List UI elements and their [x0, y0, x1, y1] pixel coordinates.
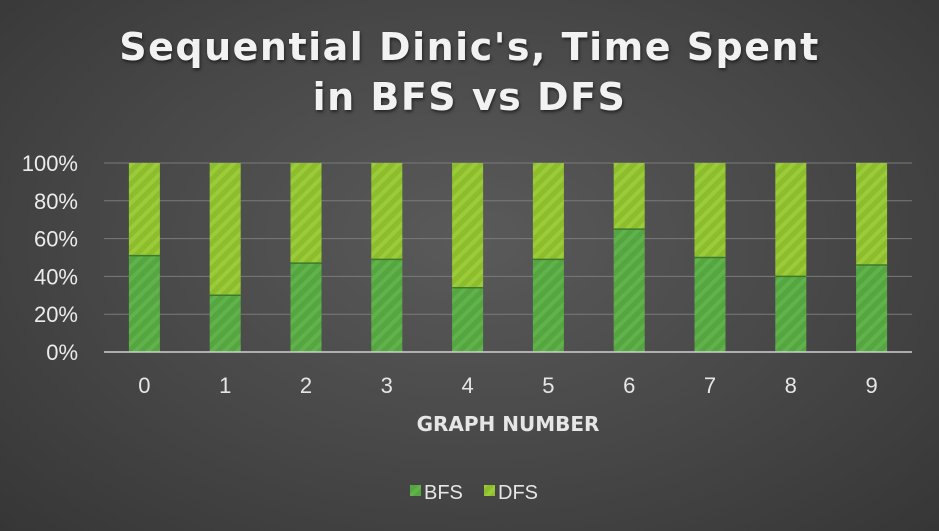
bar-bfs-1 — [209, 295, 241, 352]
x-tick-label: 9 — [865, 373, 877, 398]
legend-swatch-bfs — [410, 485, 421, 496]
x-tick-label: 5 — [542, 373, 554, 398]
y-axis-ticks: 0% 20% 40% 60% 80% 100% — [22, 151, 78, 365]
legend-label-bfs: BFS — [424, 482, 463, 504]
bar-bfs-9 — [856, 265, 888, 352]
legend-swatch-dfs — [484, 485, 495, 496]
y-tick-label: 0% — [46, 340, 78, 365]
bar-dfs-5 — [532, 163, 564, 260]
bar-dfs-4 — [452, 163, 484, 288]
bar-dfs-6 — [613, 163, 645, 230]
bar-bfs-8 — [775, 276, 807, 352]
x-tick-label: 0 — [138, 373, 150, 398]
bar-dfs-3 — [371, 163, 403, 260]
bars — [128, 163, 888, 352]
x-tick-label: 7 — [704, 373, 716, 398]
y-tick-label: 80% — [34, 189, 78, 214]
y-tick-label: 100% — [22, 151, 78, 176]
x-tick-label: 3 — [381, 373, 393, 398]
legend: BFS DFS — [410, 482, 538, 504]
bar-bfs-2 — [290, 263, 322, 352]
bar-bfs-0 — [128, 255, 160, 352]
legend-label-dfs: DFS — [498, 482, 538, 504]
bar-dfs-1 — [209, 163, 241, 296]
bar-bfs-6 — [613, 229, 645, 352]
bar-dfs-0 — [128, 163, 160, 256]
bar-dfs-9 — [856, 163, 888, 266]
bar-dfs-8 — [775, 163, 807, 277]
y-tick-label: 40% — [34, 264, 78, 289]
x-axis-ticks: 0 1 2 3 4 5 6 7 8 9 — [138, 373, 877, 398]
bar-dfs-2 — [290, 163, 322, 264]
bar-bfs-5 — [532, 259, 564, 352]
y-tick-label: 20% — [34, 302, 78, 327]
chart-title: Sequential Dinic's, Time Spent in BFS vs… — [0, 22, 939, 122]
y-tick-label: 60% — [34, 227, 78, 252]
bar-bfs-7 — [694, 257, 726, 352]
chart-title-line-2: in BFS vs DFS — [312, 75, 627, 119]
x-tick-label: 1 — [219, 373, 231, 398]
bar-bfs-3 — [371, 259, 403, 352]
x-tick-label: 6 — [623, 373, 635, 398]
x-axis-label: GRAPH NUMBER — [417, 412, 600, 436]
x-tick-label: 8 — [785, 373, 797, 398]
bar-bfs-4 — [452, 287, 484, 352]
x-tick-label: 2 — [300, 373, 312, 398]
x-tick-label: 4 — [461, 373, 473, 398]
chart-title-line-1: Sequential Dinic's, Time Spent — [119, 25, 820, 69]
bar-dfs-7 — [694, 163, 726, 258]
